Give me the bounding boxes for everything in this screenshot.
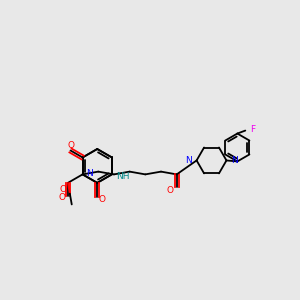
Text: NH: NH xyxy=(116,172,129,181)
Text: O: O xyxy=(99,195,106,204)
Text: F: F xyxy=(250,125,255,134)
Text: O: O xyxy=(166,186,173,195)
Text: N: N xyxy=(185,156,192,165)
Text: O: O xyxy=(58,193,65,202)
Text: O: O xyxy=(67,141,74,150)
Text: N: N xyxy=(231,156,238,165)
Text: N: N xyxy=(87,169,93,178)
Text: O: O xyxy=(60,185,67,194)
